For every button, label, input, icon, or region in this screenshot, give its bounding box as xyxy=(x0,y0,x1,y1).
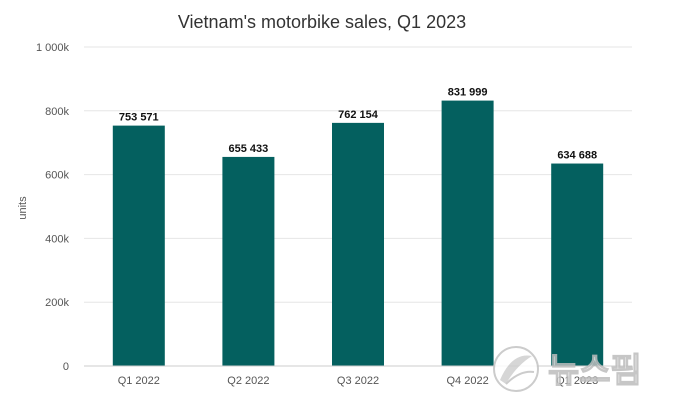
x-tick-label: Q1 2022 xyxy=(118,375,160,387)
y-tick-label: 0 xyxy=(63,361,69,373)
watermark: 뉴스핌 xyxy=(493,346,642,392)
bars xyxy=(112,100,604,367)
bar xyxy=(112,125,165,367)
y-axis-label: units xyxy=(17,196,29,220)
newspim-logo-icon xyxy=(493,346,539,392)
x-tick-label: Q3 2022 xyxy=(337,375,379,387)
x-tick-label: Q4 2022 xyxy=(446,375,488,387)
bar xyxy=(222,156,275,366)
bar xyxy=(441,100,494,366)
bar xyxy=(551,163,604,366)
y-tick-label: 200k xyxy=(45,297,69,309)
x-tick-label: Q1 2023 xyxy=(556,375,598,387)
y-tick-label: 1 000k xyxy=(36,42,70,54)
data-label: 762 154 xyxy=(338,109,379,121)
x-axis-ticks: Q1 2022 Q2 2022 Q3 2022 Q4 2022 Q1 2023 xyxy=(118,375,599,387)
x-tick-label: Q2 2022 xyxy=(227,375,269,387)
data-label: 831 999 xyxy=(448,87,488,99)
y-tick-label: 400k xyxy=(45,233,69,245)
chart-title: Vietnam's motorbike sales, Q1 2023 xyxy=(178,12,466,32)
data-label: 634 688 xyxy=(557,150,597,162)
data-label: 655 433 xyxy=(229,143,269,155)
data-label: 753 571 xyxy=(119,112,159,124)
bar xyxy=(332,122,384,367)
data-labels: 753 571 655 433 762 154 831 999 634 688 xyxy=(119,87,597,162)
y-axis-ticks: 0 200k 400k 600k 800k 1 000k xyxy=(36,42,70,373)
y-tick-label: 600k xyxy=(45,170,69,182)
watermark-text: 뉴스핌 xyxy=(548,351,642,391)
y-tick-label: 800k xyxy=(45,106,69,118)
